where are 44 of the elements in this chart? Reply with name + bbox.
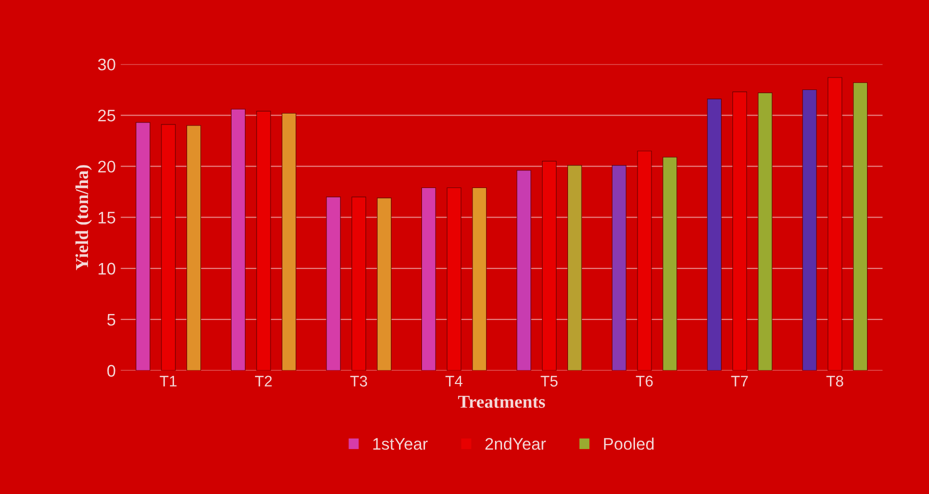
bar <box>446 187 462 370</box>
y-tick-label: 30 <box>98 58 116 70</box>
x-tick-label: T3 <box>350 376 368 387</box>
bar <box>516 170 532 370</box>
bar <box>136 122 150 370</box>
bar <box>282 112 296 370</box>
bar <box>828 77 842 370</box>
bar <box>758 92 772 370</box>
x-axis-title: Treatments <box>458 396 546 408</box>
y-tick-label: 25 <box>98 110 116 122</box>
legend-label: Pooled <box>604 438 654 450</box>
bar <box>802 89 817 370</box>
bar <box>542 160 557 370</box>
x-tick-label: T8 <box>826 376 844 387</box>
bar <box>352 196 366 370</box>
bar <box>853 82 868 370</box>
y-tick-label: 5 <box>107 314 116 326</box>
bar <box>421 187 436 370</box>
x-tick-label: T1 <box>160 376 177 386</box>
y-tick-label: 15 <box>98 212 116 224</box>
bar <box>376 198 392 370</box>
y-tick-label: 20 <box>98 160 116 173</box>
bar <box>707 98 722 370</box>
y-tick-label: 0 <box>107 364 116 377</box>
legend-label: 1stYear <box>373 438 428 450</box>
bar <box>662 156 678 370</box>
bar <box>161 124 176 370</box>
bar <box>186 125 202 370</box>
x-tick-label: T6 <box>636 376 653 387</box>
y-axis-title: Yield (ton/ha) <box>75 165 92 270</box>
bar <box>326 196 341 370</box>
bar <box>230 108 246 370</box>
bar <box>612 165 626 370</box>
x-tick-label: T7 <box>731 376 748 386</box>
bar <box>567 165 582 370</box>
x-tick-label: T5 <box>540 376 558 387</box>
legend-label: 2ndYear <box>485 438 546 450</box>
bar <box>256 110 271 370</box>
bar <box>732 92 747 370</box>
x-tick-label: T4 <box>445 376 463 386</box>
y-tick-label: 10 <box>98 262 116 275</box>
bar <box>472 187 487 370</box>
x-tick-label: T2 <box>255 376 272 386</box>
bar <box>637 150 652 370</box>
